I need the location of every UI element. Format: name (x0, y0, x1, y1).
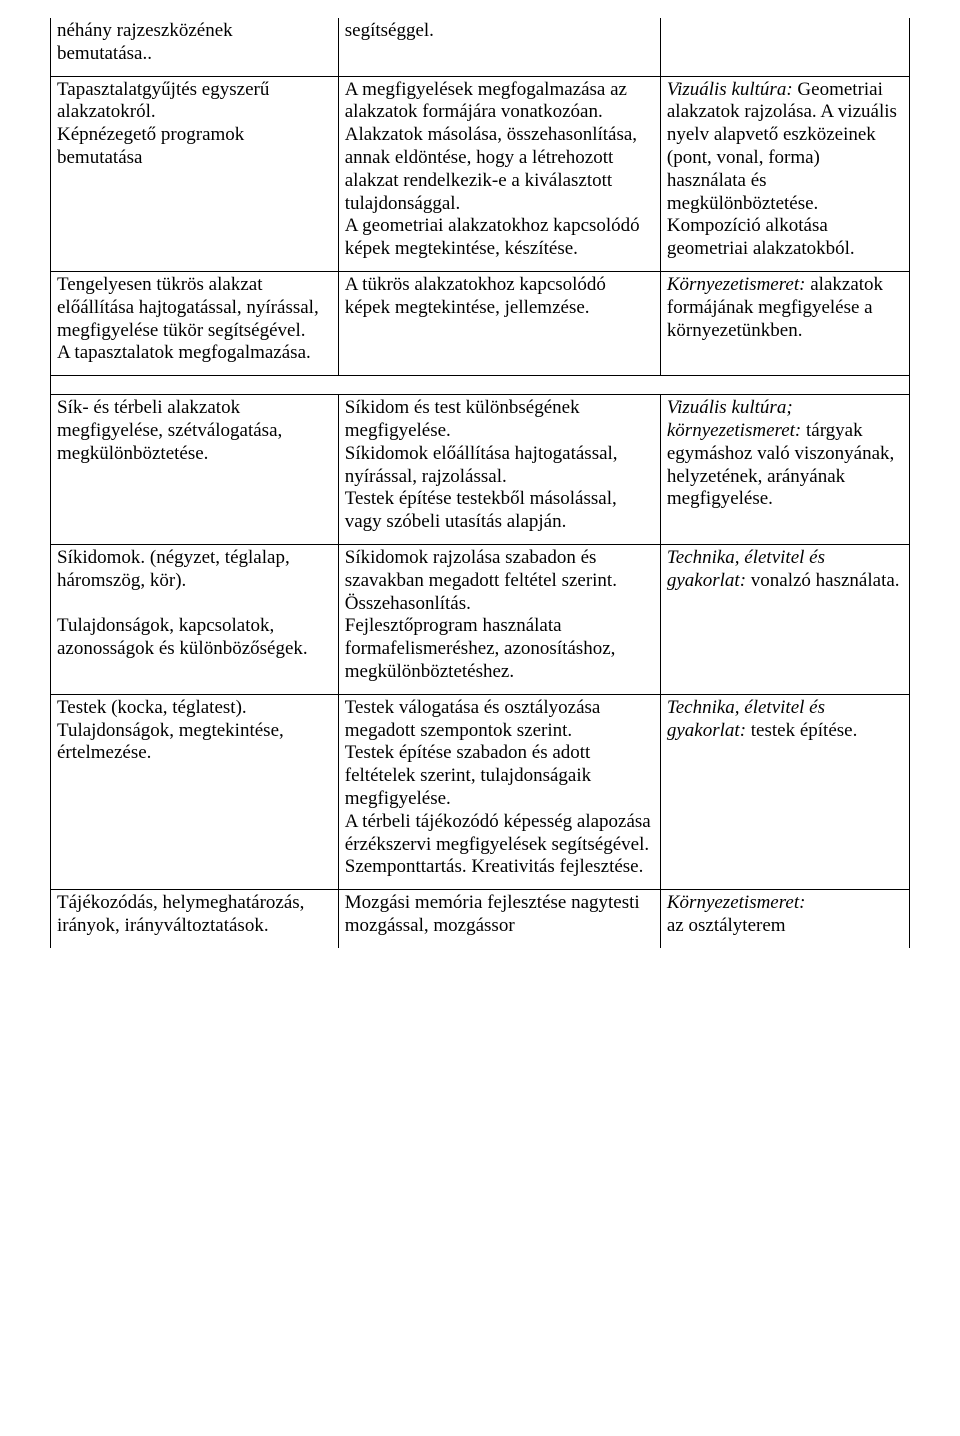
table-row: Tájékozódás, helymeghatározás, irányok, … (51, 890, 910, 948)
cell-c2: A megfigyelések megfogalmazása az alakza… (338, 76, 660, 271)
cell-c1: néhány rajzeszközének bemutatása.. (51, 18, 339, 76)
cell-text: Testek (kocka, téglatest). Tulajdonságok… (57, 697, 284, 764)
cell-c2: segítséggel. (338, 18, 660, 76)
cell-c1: Síkidomok. (négyzet, téglalap, háromszög… (51, 544, 339, 694)
cell-text: az osztályterem (667, 915, 786, 936)
cell-c2: A tükrös alakzatokhoz kapcsolódó képek m… (338, 271, 660, 375)
cell-text: Sík- és térbeli alakzatok megfigyelése, … (57, 397, 282, 464)
cell-text: A tükrös alakzatokhoz kapcsolódó képek m… (345, 274, 606, 318)
cell-c3: Technika, életvitel és gyakorlat: vonalz… (660, 544, 909, 694)
table-spacer-row (51, 376, 910, 395)
cell-text: Tengelyesen tükrös alakzat előállítása h… (57, 274, 319, 363)
cell-c3: Vizuális kultúra; környezetismeret: tárg… (660, 395, 909, 545)
table-row: Tengelyesen tükrös alakzat előállítása h… (51, 271, 910, 375)
cell-c3: Technika, életvitel és gyakorlat: testek… (660, 694, 909, 889)
table-row: néhány rajzeszközének bemutatása.. segít… (51, 18, 910, 76)
cell-text: testek építése. (746, 720, 857, 741)
cell-text: segítséggel. (345, 20, 434, 41)
cell-text: A megfigyelések megfogalmazása az alakza… (345, 79, 640, 260)
cell-c1: Tapasztalatgyűjtés egyszerű alakzatokról… (51, 76, 339, 271)
cell-text: néhány rajzeszközének bemutatása.. (57, 20, 233, 64)
cell-text: Geometriai alakzatok rajzolása. A vizuál… (667, 79, 897, 260)
cell-c1: Testek (kocka, téglatest). Tulajdonságok… (51, 694, 339, 889)
cell-c1: Sík- és térbeli alakzatok megfigyelése, … (51, 395, 339, 545)
cell-text: Mozgási memória fejlesztése nagytesti mo… (345, 892, 640, 936)
spacer-cell (51, 376, 339, 395)
cell-c3: Környezetismeret: alakzatok formájának m… (660, 271, 909, 375)
cell-c2: Testek válogatása és osztályozása megado… (338, 694, 660, 889)
cell-text: Síkidom és test különbségének megfigyelé… (345, 397, 618, 532)
table-row: Síkidomok. (négyzet, téglalap, háromszög… (51, 544, 910, 694)
cell-text: Síkidomok. (négyzet, téglalap, háromszög… (57, 547, 308, 659)
cell-text: Síkidomok rajzolása szabadon és szavakba… (345, 547, 617, 682)
cell-c2: Síkidom és test különbségének megfigyelé… (338, 395, 660, 545)
cell-c1: Tengelyesen tükrös alakzat előállítása h… (51, 271, 339, 375)
cell-c2: Síkidomok rajzolása szabadon és szavakba… (338, 544, 660, 694)
cell-italic: Környezetismeret: (667, 274, 806, 295)
cell-italic: Környezetismeret: (667, 892, 806, 913)
cell-c2: Mozgási memória fejlesztése nagytesti mo… (338, 890, 660, 948)
cell-text: Tapasztalatgyűjtés egyszerű alakzatokról… (57, 79, 269, 168)
document-page: néhány rajzeszközének bemutatása.. segít… (0, 0, 960, 948)
spacer-cell (338, 376, 660, 395)
spacer-cell (660, 376, 909, 395)
cell-c3: Környezetismeret:az osztályterem (660, 890, 909, 948)
cell-text: vonalzó használata. (746, 570, 900, 591)
table-row: Sík- és térbeli alakzatok megfigyelése, … (51, 395, 910, 545)
cell-text: Testek válogatása és osztályozása megado… (345, 697, 651, 878)
curriculum-table: néhány rajzeszközének bemutatása.. segít… (50, 18, 910, 948)
table-row: Testek (kocka, téglatest). Tulajdonságok… (51, 694, 910, 889)
cell-c3 (660, 18, 909, 76)
cell-italic: Vizuális kultúra; környezetismeret: (667, 397, 801, 441)
table-row: Tapasztalatgyűjtés egyszerű alakzatokról… (51, 76, 910, 271)
cell-c1: Tájékozódás, helymeghatározás, irányok, … (51, 890, 339, 948)
cell-text: Tájékozódás, helymeghatározás, irányok, … (57, 892, 304, 936)
cell-italic: Vizuális kultúra: (667, 79, 793, 100)
cell-c3: Vizuális kultúra: Geometriai alakzatok r… (660, 76, 909, 271)
